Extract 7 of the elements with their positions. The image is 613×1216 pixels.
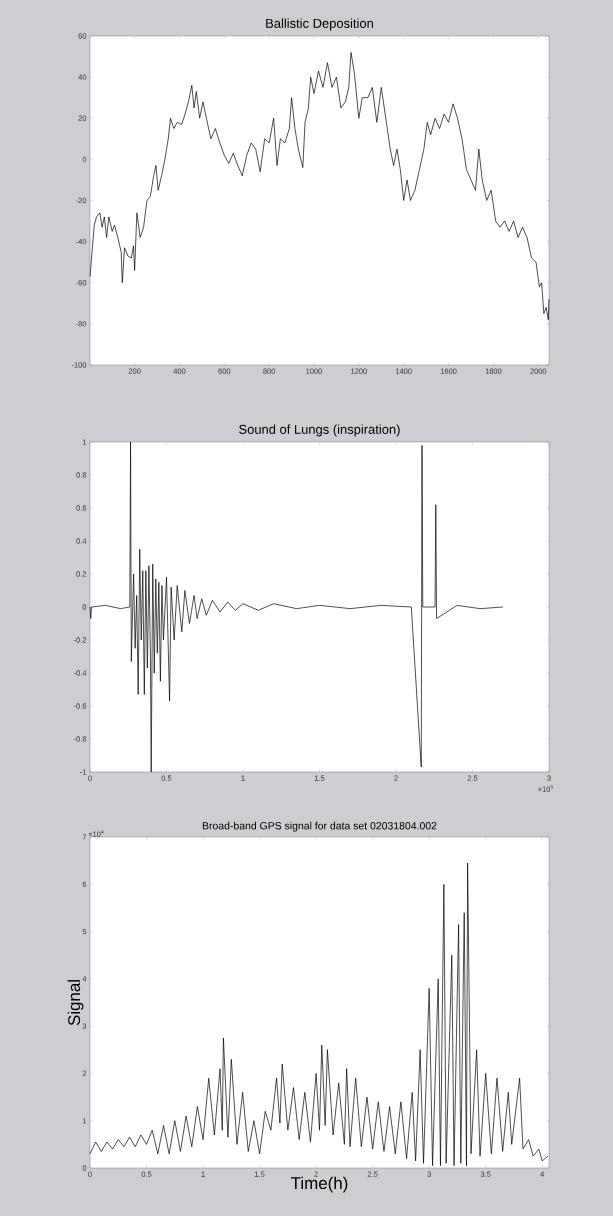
line-series (89, 862, 549, 1166)
x-axis-title: Time(h) (291, 1176, 348, 1193)
y-axis-title: Signal (67, 980, 84, 1026)
chart-title: Broad-band GPS signal for data set 02031804.002 (202, 821, 437, 832)
chart-title: Ballistic Deposition (266, 18, 373, 31)
line-series (89, 441, 504, 773)
chart-title: Sound of Lungs (inspiration) (239, 424, 400, 437)
